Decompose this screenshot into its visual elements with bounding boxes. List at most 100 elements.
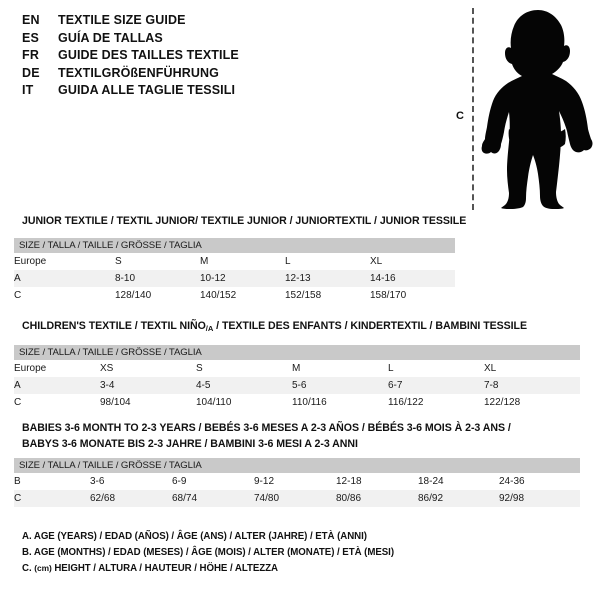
children-row-c-value-0: 98/104 bbox=[100, 394, 196, 411]
junior-row-europe-value-3: XL bbox=[370, 253, 456, 270]
language-code-es: ES bbox=[22, 30, 40, 45]
children-row-a-value-4: 7-8 bbox=[484, 377, 581, 394]
children-size-header: SIZE / TALLA / TAILLE / GRÖSSE / TAGLIA bbox=[14, 345, 581, 360]
height-guide-line bbox=[472, 8, 474, 210]
junior-row-a-value-3: 14-16 bbox=[370, 270, 456, 287]
toddler-silhouette-icon bbox=[481, 10, 593, 209]
legend-c-prefix: C. bbox=[22, 563, 35, 574]
children-row-a-value-0: 3-4 bbox=[100, 377, 196, 394]
table-row: B 3-6 6-9 9-12 12-18 18-24 24-36 bbox=[14, 473, 581, 490]
legend-line-c: C. (cm) HEIGHT / ALTURA / HAUTEUR / HÖHE… bbox=[22, 563, 394, 579]
table-row: C 128/140 140/152 152/158 158/170 bbox=[14, 287, 456, 304]
children-row-a-value-1: 4-5 bbox=[196, 377, 292, 394]
junior-row-a-value-1: 10-12 bbox=[200, 270, 285, 287]
junior-row-c-label: C bbox=[14, 287, 115, 304]
babies-row-b-value-2: 9-12 bbox=[254, 473, 336, 490]
children-table-size-header-row: SIZE / TALLA / TAILLE / GRÖSSE / TAGLIA bbox=[14, 345, 581, 360]
children-row-c-value-3: 116/122 bbox=[388, 394, 484, 411]
children-row-c-label: C bbox=[14, 394, 100, 411]
language-title-en: TEXTILE SIZE GUIDE bbox=[58, 13, 186, 27]
table-row: C 62/68 68/74 74/80 80/86 86/92 92/98 bbox=[14, 490, 581, 507]
junior-row-europe-value-0: S bbox=[115, 253, 200, 270]
measurement-legend: A. AGE (YEARS) / EDAD (AÑOS) / ÂGE (ANS)… bbox=[22, 531, 394, 579]
babies-row-b-label: B bbox=[14, 473, 90, 490]
language-code-it: IT bbox=[22, 83, 34, 98]
language-row-en: EN TEXTILE SIZE GUIDE bbox=[22, 13, 422, 31]
children-row-europe-value-4: XL bbox=[484, 360, 581, 377]
children-title-part2: / TEXTILE DES ENFANTS / KINDERTEXTIL / B… bbox=[213, 320, 527, 332]
children-row-europe-value-3: L bbox=[388, 360, 484, 377]
language-row-fr: FR GUIDE DES TAILLES TEXTILE bbox=[22, 48, 422, 66]
babies-row-c-value-0: 62/68 bbox=[90, 490, 172, 507]
junior-row-c-value-0: 128/140 bbox=[115, 287, 200, 304]
table-row: A 3-4 4-5 5-6 6-7 7-8 bbox=[14, 377, 581, 394]
language-code-fr: FR bbox=[22, 48, 40, 63]
children-section-title: CHILDREN'S TEXTILE / TEXTIL NIÑO/A / TEX… bbox=[22, 320, 527, 333]
legend-line-a: A. AGE (YEARS) / EDAD (AÑOS) / ÂGE (ANS)… bbox=[22, 531, 394, 547]
babies-row-b-value-5: 24-36 bbox=[499, 473, 581, 490]
babies-row-b-value-1: 6-9 bbox=[172, 473, 254, 490]
babies-row-c-value-4: 86/92 bbox=[418, 490, 499, 507]
legend-c-text: HEIGHT / ALTURA / HAUTEUR / HÖHE / ALTEZ… bbox=[51, 563, 278, 574]
junior-row-europe-value-2: L bbox=[285, 253, 370, 270]
language-title-es: GUÍA DE TALLAS bbox=[58, 30, 163, 45]
babies-size-header: SIZE / TALLA / TAILLE / GRÖSSE / TAGLIA bbox=[14, 458, 581, 473]
junior-row-c-value-3: 158/170 bbox=[370, 287, 456, 304]
junior-size-table: SIZE / TALLA / TAILLE / GRÖSSE / TAGLIA … bbox=[14, 238, 456, 304]
children-row-a-value-2: 5-6 bbox=[292, 377, 388, 394]
table-row: A 8-10 10-12 12-13 14-16 bbox=[14, 270, 456, 287]
table-row: C 98/104 104/110 110/116 116/122 122/128 bbox=[14, 394, 581, 411]
language-title-de: TEXTILGRÖßENFÜHRUNG bbox=[58, 65, 219, 80]
children-row-c-value-4: 122/128 bbox=[484, 394, 581, 411]
table-row: Europe S M L XL bbox=[14, 253, 456, 270]
children-row-c-value-1: 104/110 bbox=[196, 394, 292, 411]
children-row-c-value-2: 110/116 bbox=[292, 394, 388, 411]
junior-row-europe-value-1: M bbox=[200, 253, 285, 270]
children-row-europe-value-0: XS bbox=[100, 360, 196, 377]
children-title-part1: CHILDREN'S TEXTILE / TEXTIL NIÑO bbox=[22, 320, 206, 332]
legend-b-prefix: B. bbox=[22, 547, 34, 558]
junior-row-c-value-2: 152/158 bbox=[285, 287, 370, 304]
legend-c-unit: (cm) bbox=[34, 563, 52, 573]
language-row-es: ES GUÍA DE TALLAS bbox=[22, 31, 422, 49]
height-measure-label: C bbox=[456, 110, 464, 122]
children-title-subscript: /A bbox=[205, 324, 214, 333]
junior-row-a-value-2: 12-13 bbox=[285, 270, 370, 287]
junior-section-title: JUNIOR TEXTILE / TEXTIL JUNIOR/ TEXTILE … bbox=[22, 215, 467, 227]
junior-row-a-value-0: 8-10 bbox=[115, 270, 200, 287]
junior-table-size-header-row: SIZE / TALLA / TAILLE / GRÖSSE / TAGLIA bbox=[14, 238, 456, 253]
language-row-de: DE TEXTILGRÖßENFÜHRUNG bbox=[22, 66, 422, 84]
babies-row-c-value-2: 74/80 bbox=[254, 490, 336, 507]
children-row-a-value-3: 6-7 bbox=[388, 377, 484, 394]
language-title-block: EN TEXTILE SIZE GUIDE ES GUÍA DE TALLAS … bbox=[22, 13, 422, 101]
legend-b-text: AGE (MONTHS) / EDAD (MESES) / ÂGE (MOIS)… bbox=[33, 547, 395, 558]
children-row-europe-value-1: S bbox=[196, 360, 292, 377]
table-row: Europe XS S M L XL bbox=[14, 360, 581, 377]
language-title-it: GUIDA ALLE TAGLIE TESSILI bbox=[58, 83, 236, 98]
legend-a-prefix: A. bbox=[22, 531, 34, 542]
language-row-it: IT GUIDA ALLE TAGLIE TESSILI bbox=[22, 83, 422, 101]
legend-line-b: B. AGE (MONTHS) / EDAD (MESES) / ÂGE (MO… bbox=[22, 547, 394, 563]
babies-section-title-line1: BABIES 3-6 MONTH TO 2-3 YEARS / BEBÉS 3-… bbox=[22, 422, 511, 434]
babies-row-b-value-4: 18-24 bbox=[418, 473, 499, 490]
babies-row-b-value-0: 3-6 bbox=[90, 473, 172, 490]
babies-size-table: SIZE / TALLA / TAILLE / GRÖSSE / TAGLIA … bbox=[14, 458, 581, 507]
babies-row-c-value-3: 80/86 bbox=[336, 490, 418, 507]
junior-size-header: SIZE / TALLA / TAILLE / GRÖSSE / TAGLIA bbox=[14, 238, 456, 253]
language-code-en: EN bbox=[22, 13, 40, 27]
babies-row-c-value-1: 68/74 bbox=[172, 490, 254, 507]
junior-row-europe-label: Europe bbox=[14, 253, 115, 270]
legend-a-text: AGE (YEARS) / EDAD (AÑOS) / ÂGE (ANS) / … bbox=[33, 531, 367, 542]
language-code-de: DE bbox=[22, 65, 40, 80]
babies-table-size-header-row: SIZE / TALLA / TAILLE / GRÖSSE / TAGLIA bbox=[14, 458, 581, 473]
language-title-fr: GUIDE DES TAILLES TEXTILE bbox=[58, 48, 239, 63]
children-size-table: SIZE / TALLA / TAILLE / GRÖSSE / TAGLIA … bbox=[14, 345, 581, 411]
children-row-europe-label: Europe bbox=[14, 360, 100, 377]
babies-row-b-value-3: 12-18 bbox=[336, 473, 418, 490]
children-row-a-label: A bbox=[14, 377, 100, 394]
junior-row-c-value-1: 140/152 bbox=[200, 287, 285, 304]
junior-row-a-label: A bbox=[14, 270, 115, 287]
height-measurement-figure: C bbox=[440, 4, 598, 210]
babies-section-title-line2: BABYS 3-6 MONATE BIS 2-3 JAHRE / BAMBINI… bbox=[22, 438, 358, 450]
